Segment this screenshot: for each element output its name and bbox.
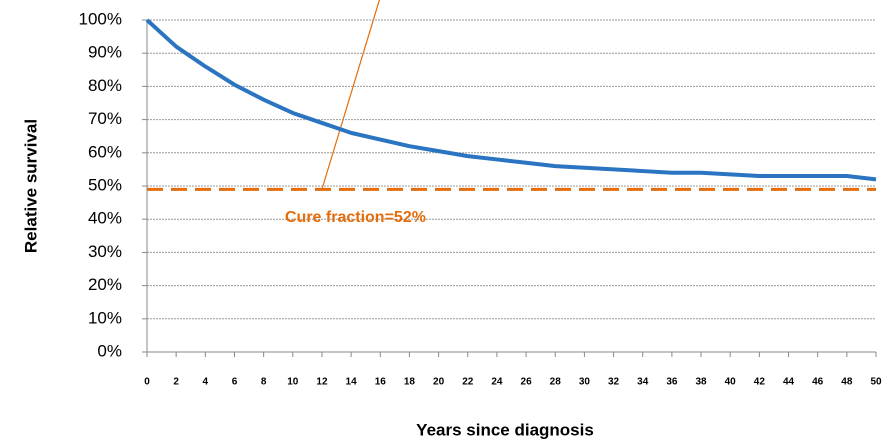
- x-tick-label: 34: [637, 377, 649, 388]
- x-tick-label: 24: [491, 377, 503, 388]
- annotation-pointer: [321, 0, 381, 190]
- x-tick-label: 20: [433, 377, 445, 388]
- y-tick-label: 50%: [88, 175, 122, 194]
- y-tick-label: 20%: [88, 275, 122, 294]
- y-axis-title: Relative survival: [21, 119, 40, 253]
- x-tick-label: 50: [870, 377, 882, 388]
- x-tick-label: 22: [462, 377, 474, 388]
- x-tick-label: 46: [812, 377, 824, 388]
- y-tick-label: 0%: [97, 341, 122, 360]
- x-tick-label: 8: [261, 377, 267, 388]
- y-tick-label: 100%: [79, 9, 122, 28]
- x-tick-label: 32: [608, 377, 620, 388]
- annotation: Cure fraction=52%: [285, 209, 426, 226]
- y-tick-label: 70%: [88, 109, 122, 128]
- x-tick-label: 38: [695, 377, 707, 388]
- x-tick-label: 2: [173, 377, 179, 388]
- x-tick-label: 16: [375, 377, 387, 388]
- y-tick-label: 40%: [88, 209, 122, 228]
- x-tick-label: 44: [783, 377, 795, 388]
- series-line: [145, 18, 877, 182]
- x-tick-label: 40: [725, 377, 737, 388]
- x-axis-title: Years since diagnosis: [416, 420, 594, 439]
- x-tick-label: 30: [579, 377, 591, 388]
- y-tick-label: 80%: [88, 76, 122, 95]
- y-tick-label: 90%: [88, 43, 122, 62]
- y-tick-label: 10%: [88, 308, 122, 327]
- x-tick-label: 0: [144, 377, 150, 388]
- x-tick-label: 14: [346, 377, 358, 388]
- x-tick-label: 42: [754, 377, 766, 388]
- x-tick-label: 4: [203, 377, 209, 388]
- x-tick-label: 26: [521, 377, 533, 388]
- x-tick-label: 10: [287, 377, 299, 388]
- x-tick-label: 28: [550, 377, 562, 388]
- y-tick-label: 30%: [88, 242, 122, 261]
- x-tick-label: 6: [232, 377, 238, 388]
- x-tick-label: 18: [404, 377, 416, 388]
- x-tick-label: 36: [666, 377, 678, 388]
- x-tick-label: 48: [841, 377, 853, 388]
- y-tick-label: 60%: [88, 142, 122, 161]
- x-tick-label: 12: [316, 377, 328, 388]
